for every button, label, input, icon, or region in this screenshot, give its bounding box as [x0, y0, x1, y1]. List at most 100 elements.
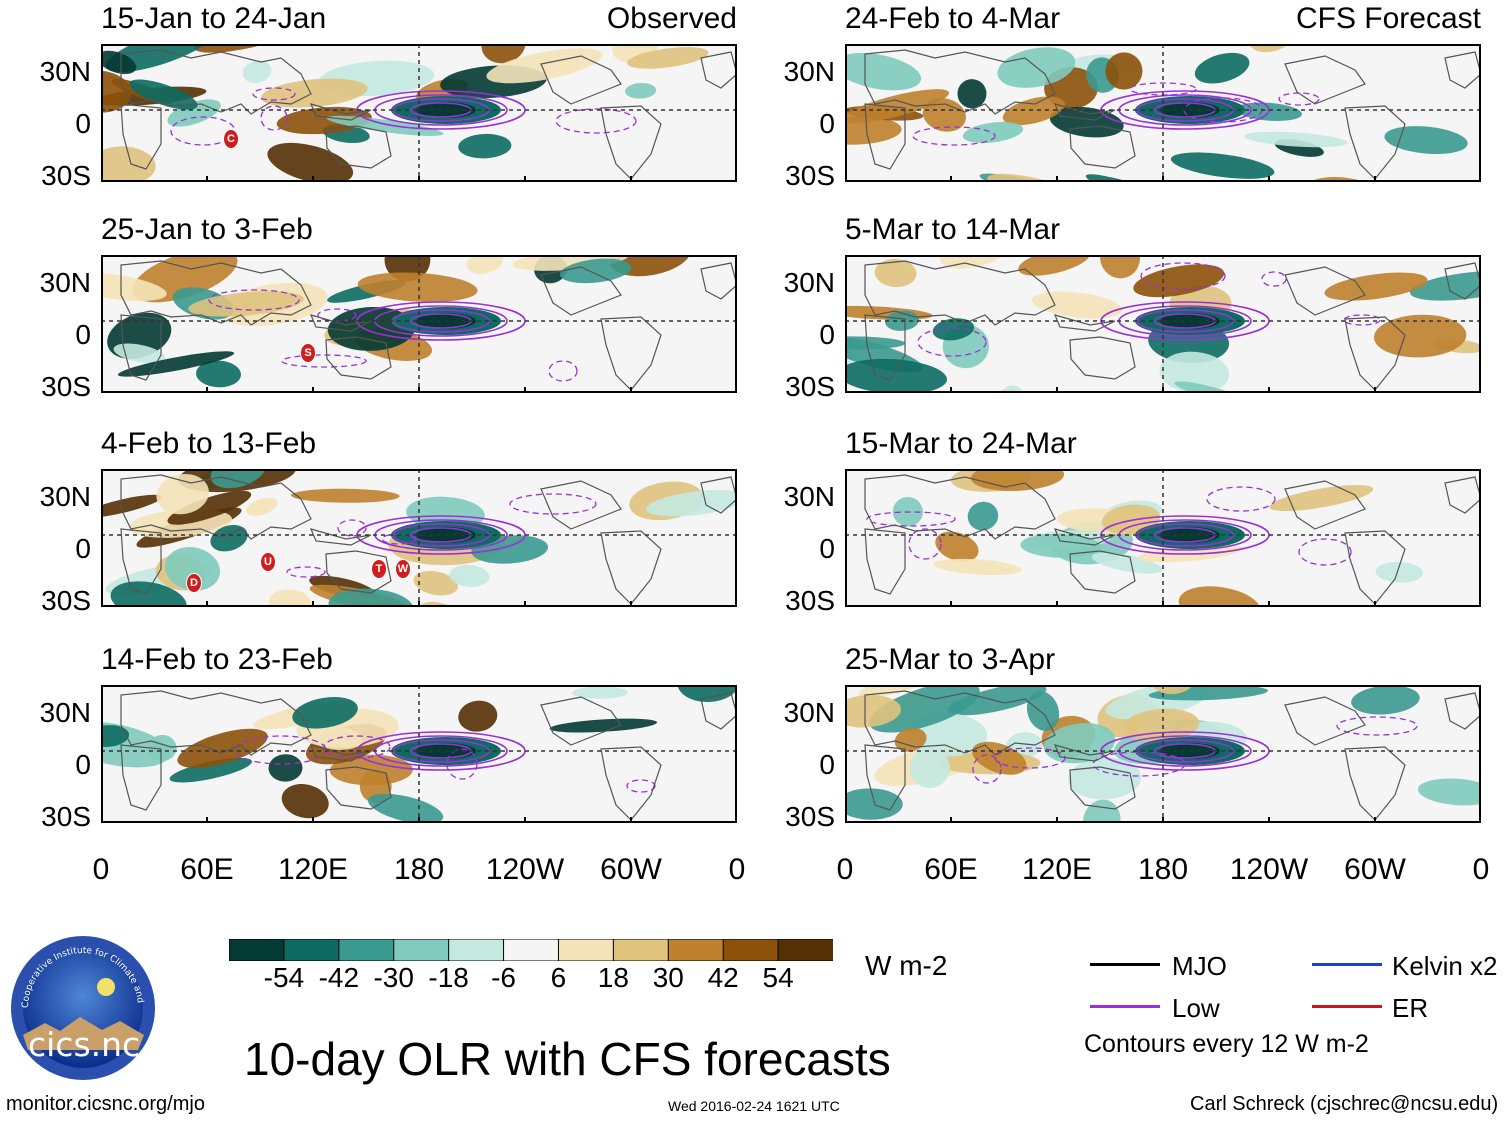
colorbar-swatch	[283, 938, 340, 962]
olr-anomaly-blob	[932, 318, 975, 341]
olr-anomaly-blob	[101, 725, 130, 748]
coastline	[1444, 692, 1481, 730]
olr-anomaly-blob	[1091, 552, 1163, 574]
olr-anomaly-blob	[268, 589, 312, 607]
colorbar-swatch	[393, 938, 450, 962]
olr-anomaly-blob	[105, 44, 216, 73]
coastline	[1284, 696, 1366, 746]
low-contour	[1136, 523, 1234, 547]
y-tick-label: 30N	[783, 481, 835, 512]
colorbar-unit: W m-2	[865, 950, 948, 981]
olr-anomaly-blob	[874, 258, 917, 288]
olr-anomaly-blob	[1043, 722, 1116, 764]
olr-anomaly-blob	[1244, 131, 1348, 148]
y-tick-label: 30N	[783, 56, 835, 87]
y-tick-label: 30N	[39, 481, 91, 512]
footer-url[interactable]: monitor.cicsnc.org/mjo	[6, 1093, 205, 1115]
olr-anomaly-blob	[1409, 271, 1481, 301]
coastline	[1444, 51, 1481, 89]
olr-anomaly-blob	[845, 358, 947, 393]
olr-anomaly-blob	[210, 524, 248, 552]
coastline	[600, 530, 662, 605]
olr-anomaly-blob	[1170, 152, 1275, 179]
colorbar-label: -18	[428, 962, 469, 993]
panel-title: 5-Mar to 14-Mar	[845, 213, 1061, 246]
panel-title: 25-Jan to 3-Feb	[101, 213, 313, 246]
x-tick-label: 60W	[600, 853, 662, 886]
coastline	[1053, 528, 1116, 546]
olr-anomaly-blob	[1375, 561, 1423, 583]
colorbar-label: -54	[263, 962, 305, 993]
low-contour-dashed	[208, 289, 300, 311]
olr-anomaly-blob	[101, 70, 132, 113]
olr-anomaly-blob	[1018, 255, 1091, 276]
olr-anomaly-blob	[367, 793, 444, 823]
storm-marker: D	[186, 573, 202, 593]
olr-anomaly-blob	[167, 490, 252, 525]
coastline	[864, 103, 906, 170]
x-tick-label: 120W	[1229, 853, 1309, 886]
colorbar	[228, 938, 835, 962]
coastline	[864, 744, 906, 811]
coastline	[540, 480, 622, 530]
coastline	[700, 51, 737, 89]
olr-anomaly-blob	[869, 685, 980, 733]
olr-anomaly-blob	[624, 82, 657, 99]
x-tick-label: 180	[393, 853, 445, 886]
footer-timestamp: Wed 2016-02-24 1621 UTC	[668, 1098, 840, 1114]
olr-anomaly-blob	[177, 728, 268, 768]
olr-anomaly-blob	[933, 558, 1022, 576]
coastline	[120, 690, 312, 756]
coastline	[1284, 266, 1366, 316]
coastline	[325, 550, 392, 594]
coastline	[1284, 55, 1366, 105]
x-tick-label: 60W	[1344, 853, 1406, 886]
olr-anomaly-blob	[1002, 96, 1065, 126]
storm-marker: S	[300, 343, 316, 363]
coastline	[864, 49, 1056, 115]
olr-anomaly-blob	[242, 60, 272, 83]
coastline	[120, 103, 162, 170]
low-contour-dashed	[908, 528, 942, 560]
olr-anomaly-blob	[196, 360, 242, 388]
y-tick-label: 0	[819, 533, 835, 564]
low-contour-dashed	[1092, 751, 1186, 777]
storm-marker: W	[395, 559, 411, 579]
colorbar-label: 6	[550, 962, 567, 993]
low-contour	[392, 309, 490, 333]
colorbar-label: -30	[373, 962, 414, 993]
cics-logo-graphic: Cooperative Institute for Climate and Sa…	[7, 928, 155, 1080]
olr-map	[845, 255, 1481, 393]
olr-anomaly-blob	[947, 685, 1047, 716]
low-contour-dashed	[1140, 262, 1226, 290]
low-contour	[392, 523, 490, 547]
x-tick-label: 120W	[485, 853, 565, 886]
y-tick-label: 0	[819, 108, 835, 139]
coastline	[700, 476, 737, 514]
coastline	[1069, 336, 1136, 380]
olr-anomaly-blob	[290, 488, 400, 503]
olr-anomaly-blob	[962, 121, 1024, 144]
olr-anomaly-blob	[246, 497, 278, 516]
y-tick-label: 30S	[785, 160, 835, 191]
olr-anomaly-blob	[1324, 272, 1428, 301]
olr-anomaly-blob	[449, 564, 490, 587]
panel-title: 4-Feb to 13-Feb	[101, 427, 317, 460]
olr-anomaly-blob	[1100, 255, 1141, 279]
olr-anomaly-blob	[117, 351, 235, 377]
coastline	[120, 528, 162, 595]
olr-anomaly-blob	[845, 788, 903, 820]
coastline	[864, 260, 1056, 326]
olr-anomaly-blob	[935, 531, 979, 562]
coastline	[864, 690, 1056, 756]
low-contour-dashed	[381, 533, 417, 545]
olr-anomaly-blob	[967, 501, 999, 531]
coastline	[700, 692, 737, 730]
low-contour-dashed	[1298, 538, 1352, 566]
olr-map	[101, 44, 737, 182]
olr-anomaly-blob	[1123, 708, 1200, 742]
olr-anomaly-blob	[110, 581, 187, 607]
low-contour	[1136, 739, 1234, 763]
coastline	[1344, 530, 1406, 605]
low-contour-dashed	[337, 519, 367, 537]
